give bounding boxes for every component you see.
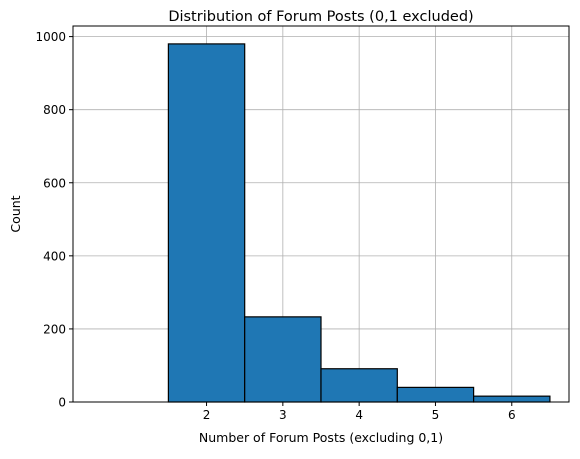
x-tick-label: 5 [432,408,440,422]
x-tick-label: 3 [279,408,287,422]
ticks: 2 3 4 5 6 0 200 400 600 800 1000 [35,30,515,422]
histogram-bar [396,386,475,403]
y-tick-label: 200 [43,322,66,336]
y-tick-label: 1000 [35,30,66,44]
y-axis-label: Count [8,195,23,232]
grid [73,26,569,403]
histogram-bar [473,395,551,403]
x-tick-label: 4 [355,408,363,422]
histogram-bar [167,43,246,403]
y-tick-label: 0 [58,396,66,410]
y-tick-label: 800 [43,103,66,117]
x-tick-label: 6 [508,408,516,422]
y-tick-label: 600 [43,176,66,190]
bars [167,43,551,403]
chart-title: Distribution of Forum Posts (0,1 exclude… [168,9,473,25]
x-axis-label: Number of Forum Posts (excluding 0,1) [199,430,443,445]
plot-frame [72,25,570,403]
histogram-bar [320,368,398,403]
histogram-bar [244,316,322,403]
x-tick-label: 2 [203,408,211,422]
y-tick-label: 400 [43,249,66,263]
